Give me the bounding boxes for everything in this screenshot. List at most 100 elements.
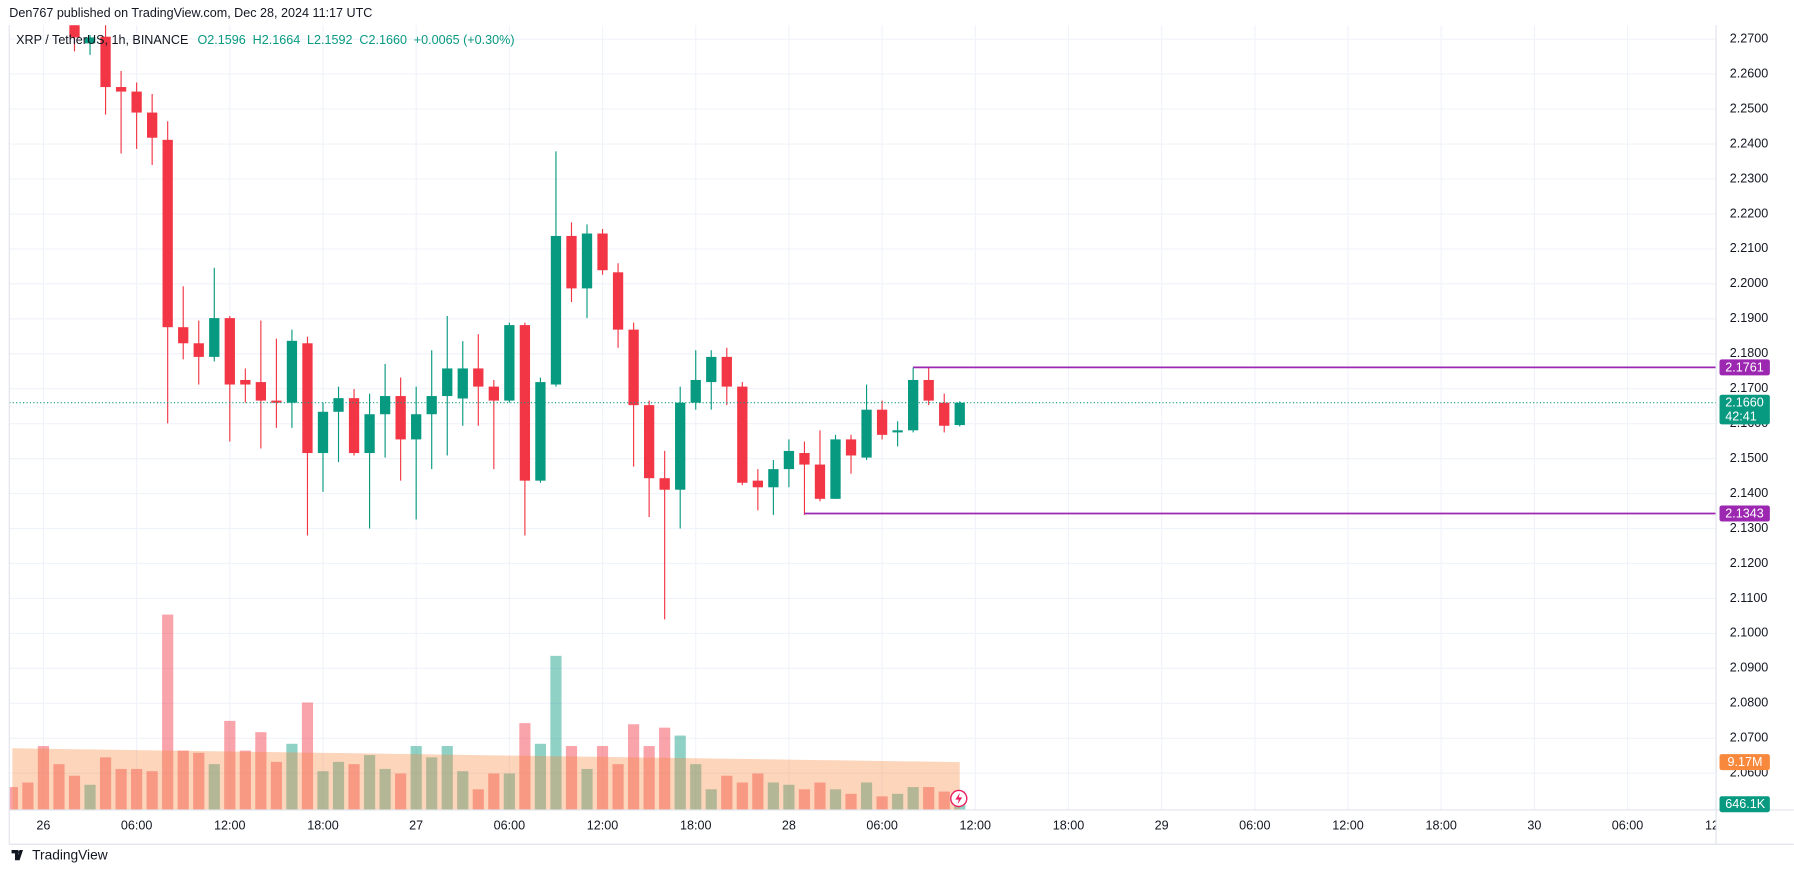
candle-body [348, 398, 360, 454]
countdown-label: 42:41 [1725, 409, 1756, 423]
volume-bar [519, 723, 531, 810]
candle-body [240, 379, 251, 385]
y-tick-label: 2.1200 [1730, 556, 1768, 570]
volume-bar [131, 768, 143, 810]
volume-bar [876, 796, 888, 810]
volume-bar [426, 757, 438, 810]
level-label: 2.1761 [1725, 360, 1763, 374]
volume-bar [814, 782, 826, 810]
x-tick-label: 27 [409, 818, 423, 832]
alert-icon-bolt [955, 792, 963, 805]
x-tick-label: 12:00 [960, 818, 991, 832]
x-tick-label: 06:00 [866, 818, 897, 832]
candle-body [612, 272, 624, 330]
y-tick-label: 2.1300 [1730, 521, 1768, 535]
candle-body [876, 409, 888, 435]
candle-body [193, 343, 204, 357]
candle-body [706, 356, 717, 383]
volume-bar [488, 773, 500, 810]
logo-dot [18, 850, 22, 854]
candle-body [799, 453, 810, 465]
y-tick-label: 2.1900 [1730, 311, 1768, 325]
volume-bar [379, 768, 391, 810]
volume-bar [612, 764, 624, 810]
candle-body [566, 235, 577, 289]
candle-body [162, 139, 173, 328]
volume-bar [659, 727, 671, 810]
volume-bar [472, 789, 484, 810]
legend-symbol: XRP / TetherUS, 1h, BINANCE [16, 34, 188, 48]
volume-bar [395, 773, 407, 810]
y-tick-label: 2.2000 [1730, 276, 1768, 290]
volume-bar [690, 764, 702, 810]
candle-body [814, 464, 826, 499]
candle-body [255, 382, 267, 401]
volume-bar [752, 773, 764, 810]
volume-bar [363, 755, 376, 810]
candle-body [131, 91, 142, 113]
candle-body [845, 439, 857, 456]
x-tick-label: 06:00 [121, 818, 152, 832]
candle-body [908, 379, 919, 431]
x-tick-label: 06:00 [1239, 818, 1270, 832]
x-tick-label: 18:00 [1425, 818, 1456, 832]
candle-body [892, 430, 903, 433]
candle-body [783, 450, 795, 470]
volume-ma-label: 9.17M [1728, 755, 1763, 769]
y-tick-label: 2.2100 [1730, 241, 1768, 255]
candle-body [333, 398, 344, 412]
volume-bar [674, 735, 686, 810]
x-tick-label: 06:00 [494, 818, 525, 832]
volume-bar [286, 743, 298, 810]
volume-bar [892, 793, 904, 810]
header: Den767 published on TradingView.com, Dec… [9, 6, 372, 20]
volume-pane [9, 614, 966, 810]
last-price-label: 2.1660 [1725, 396, 1763, 410]
y-tick-label: 2.0700 [1730, 731, 1768, 745]
candle-body [100, 36, 111, 88]
volume-bar [348, 764, 360, 810]
candle-body [830, 439, 841, 499]
volume-bar [270, 761, 282, 810]
y-tick-label: 2.2500 [1730, 101, 1768, 115]
x-tick-label: 12:00 [1705, 818, 1736, 832]
candle-body [178, 327, 189, 344]
volume-bar [332, 761, 345, 810]
candle-body [488, 386, 499, 401]
candle-body [364, 414, 375, 454]
candle-body [659, 478, 670, 490]
volume-bar [643, 746, 655, 810]
x-tick-label: 12:00 [214, 818, 245, 832]
candle-body [643, 405, 655, 479]
x-tick-label: 18:00 [1053, 818, 1084, 832]
footer-logo [11, 849, 23, 861]
volume-bar [162, 614, 174, 810]
candle-body [504, 325, 515, 401]
y-tick-label: 2.0900 [1730, 661, 1768, 675]
legend-item: O2.1596 [198, 34, 246, 48]
candle-body [395, 396, 406, 440]
volume-bar [829, 789, 842, 810]
x-tick-label: 12:00 [587, 818, 618, 832]
volume-bar [84, 784, 96, 810]
candle-body [581, 233, 593, 289]
volume-ma-area [12, 748, 960, 810]
level-badge [1719, 359, 1770, 376]
y-tick-label: 2.1800 [1730, 346, 1768, 360]
volume-bar [68, 775, 81, 810]
level-label: 2.1343 [1725, 506, 1763, 520]
volume-bar [99, 757, 112, 810]
legend-item: C2.1660 [359, 34, 407, 48]
candle-body [535, 382, 546, 481]
volume-bar [317, 771, 329, 810]
candle-body [302, 343, 313, 454]
volume-bar [224, 720, 236, 810]
volume-label: 646.1K [1725, 797, 1765, 811]
legend: XRP / TetherUS, 1h, BINANCE O2.1596 H2.166… [16, 34, 514, 48]
x-tick-label: 18:00 [680, 818, 711, 832]
volume-bar [177, 750, 189, 810]
candle-body [473, 368, 484, 387]
volume-bar [767, 782, 779, 810]
